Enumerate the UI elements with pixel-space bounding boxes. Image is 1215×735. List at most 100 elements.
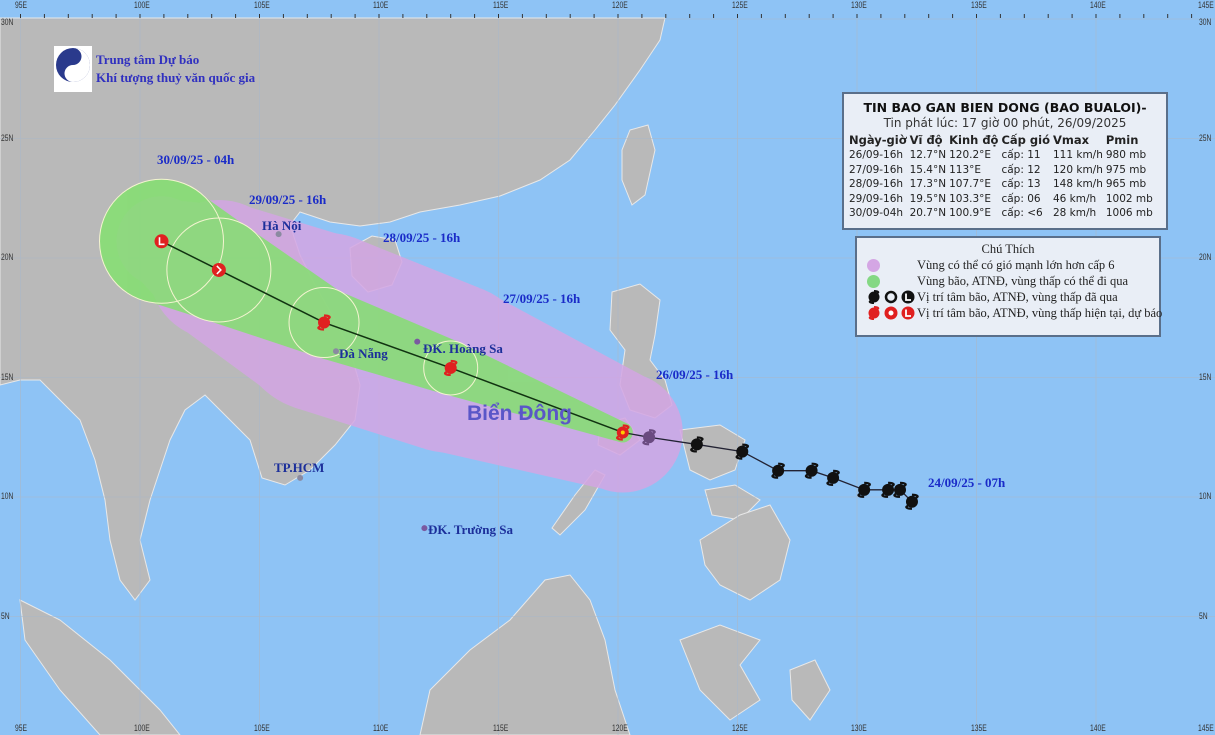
storm-arm [826,480,834,486]
storm-arm [905,504,913,510]
lon-tick-label: 140E [1090,723,1106,733]
legend-label: Vùng bão, ATNĐ, vùng thấp có thể đi qua [917,273,1129,288]
uncertainty-circle [288,287,360,359]
legend-label: Vùng có thể có gió mạnh lớn hơn cấp 6 [917,257,1115,272]
lat-tick-label: 5N [1,610,10,621]
lon-tick-label: 135E [970,0,987,10]
table-row: 28/09-16h 17.3°N 107.7°E cấp: 13 148 km/h 965… [849,177,1156,192]
lat-tick-label: 15N [1199,371,1212,382]
sea-name: Biển Đông [467,402,572,425]
lat-tick-label: 25N [1199,132,1212,143]
storm-arm [696,436,704,442]
table-cell: 46 km/h [1052,192,1097,205]
time-label: 28/09/25 - 16h [383,230,461,245]
tropical-depression-icon [211,262,226,277]
storm-core [905,495,918,508]
place-dot [275,231,282,238]
past-storm-icon [642,429,656,446]
axis-ticks [20,14,1193,18]
legend-item: Vị trí tâm bão, ATNĐ, vùng thấp hiện tại… [857,305,1162,321]
legend-label: Vị trí tâm bão, ATNĐ, vùng thấp đã qua [917,289,1118,304]
past-storm-icon [771,462,785,479]
storm-icon [443,359,458,377]
low-pressure-icon [154,234,169,249]
storm-arm [911,493,919,499]
storm-icon [868,290,880,304]
lat-tick-label: 20N [1,252,14,262]
storm-arm [317,325,325,331]
storm-core [827,471,840,484]
lat-tick-label: 30N [1,17,14,27]
storm-arm [642,440,650,446]
column-header: Ngày-giờ [849,133,907,147]
table-cell: 19.5°N [909,192,947,205]
uncertainty-circle [99,178,225,304]
lat-tick-label: 5N [1199,610,1208,621]
storm-arm [742,443,750,449]
storm-arm [893,492,901,498]
table-cell: 28/09-16h [849,178,904,190]
table-cell: 20.7°N [909,207,947,219]
lat-tick-label: 10N [1,491,14,501]
storm-arm [735,454,743,460]
table-cell: cấp: <6 [1001,207,1043,219]
legend-item: Vùng bão, ATNĐ, vùng thấp có thể đi qua [857,273,1159,289]
storm-arm [323,314,331,320]
table-row: 26/09-16h 12.7°N 120.2°E cấp: 11 111 km/h 980… [849,148,1156,163]
place-hoang-sa: ĐK. Hoàng Sa [423,341,503,356]
place-hcm: TP.HCM [274,460,325,475]
table-cell: cấp: 13 [1001,178,1041,190]
table-cell: 27/09-16h [849,163,904,176]
lon-tick-label: 105E [253,0,270,10]
past-storm-icon [905,493,919,510]
table-cell: cấp: 12 [1001,163,1041,176]
place-danang: Đà Nẵng [339,346,388,361]
lon-tick-label: 145E [1198,723,1214,733]
place-dot [414,338,421,345]
place-hanoi: Hà Nội [262,218,302,233]
storm-core [772,464,785,477]
current-eye [620,430,625,435]
storm-core [444,361,457,374]
lat-tick-label: 25N [1,132,14,143]
storm-core [882,483,895,496]
lon-tick-label: 125E [731,0,748,10]
storm-arm [690,447,697,453]
table-cell: 28 km/h [1052,207,1097,219]
table-cell: 120.2°E [949,149,992,161]
table-cell: 111 km/h [1052,149,1103,161]
storm-arm [804,473,812,479]
storm-arm [622,424,630,430]
past-storm-icon [826,469,840,486]
storm-icon [317,314,331,331]
lon-tick-label: 140E [1090,0,1106,10]
lon-tick-label: 145E [1198,0,1214,10]
table-cell: 113°E [949,163,982,176]
tropical-depression-icon [884,290,898,304]
low-pressure-icon [901,306,915,320]
storm-core [318,316,331,329]
storm-icon [868,306,880,320]
storm-core [858,483,871,496]
table-cell: 975 mb [1105,163,1147,176]
storm-arm [778,462,785,468]
storm-track [154,231,919,532]
past-storm-icon [690,436,704,453]
issued-time: Tin phát lúc: 17 giờ 00 phút, 26/09/2025 [883,116,1127,130]
storm-core [690,438,703,451]
place-dot [421,525,428,532]
lon-tick-label: 110E [373,723,389,733]
storm-core [894,483,907,496]
storm-core [805,464,818,477]
storm-core [736,445,749,458]
org-name-line1: Trung tâm Dự báo [96,52,200,67]
legend: Chú Thích Vùng có thể có gió mạnh lớn hơ… [855,236,1162,337]
table-cell: cấp: 06 [1001,192,1041,205]
table-cell: 965 mb [1105,178,1147,190]
low-mark [158,237,165,246]
table-cell: 1002 mb [1105,192,1153,205]
past-storm-icon [857,481,871,498]
storm-arm [811,462,819,468]
place-dot [297,474,304,481]
column-header: Kinh độ [949,133,999,147]
